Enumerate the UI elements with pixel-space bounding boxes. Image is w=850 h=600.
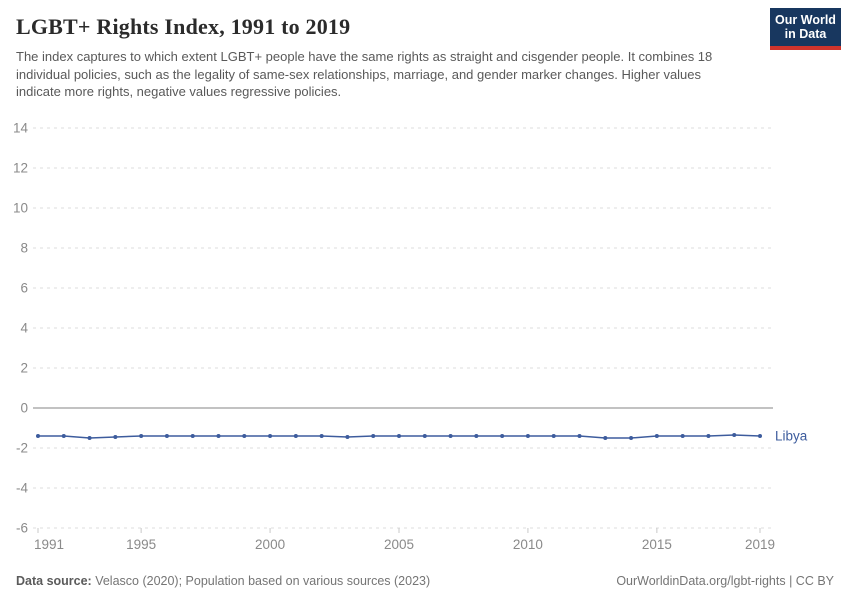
data-point xyxy=(293,434,298,438)
data-point xyxy=(242,434,247,438)
data-source-label: Data source: xyxy=(16,574,92,588)
owid-logo: Our World in Data xyxy=(770,8,841,50)
chart-footer: Data source: Velasco (2020); Population … xyxy=(16,574,834,588)
y-axis-tick-label: 6 xyxy=(20,281,28,296)
x-axis-tick-label: 2000 xyxy=(255,537,285,552)
data-point xyxy=(422,434,427,438)
x-axis-tick-label: 1995 xyxy=(126,537,156,552)
x-axis-tick-label: 2010 xyxy=(513,537,543,552)
chart-subtitle: The index captures to which extent LGBT+… xyxy=(16,49,713,99)
data-point xyxy=(113,435,118,439)
page-title: LGBT+ Rights Index, 1991 to 2019 xyxy=(16,14,351,39)
data-point xyxy=(268,434,273,438)
data-point xyxy=(319,434,324,438)
data-point xyxy=(525,434,530,438)
series-end-label: Libya xyxy=(775,429,808,444)
logo-line2: in Data xyxy=(784,27,827,41)
data-point xyxy=(87,436,92,440)
data-point xyxy=(371,434,376,438)
logo-line1: Our World xyxy=(775,13,836,27)
data-point xyxy=(500,434,505,438)
y-axis-tick-label: -6 xyxy=(16,521,28,536)
y-axis-tick-label: 2 xyxy=(20,361,28,376)
data-point xyxy=(629,436,634,440)
data-point xyxy=(36,434,40,438)
data-point xyxy=(758,434,762,438)
data-point xyxy=(732,433,737,437)
data-point xyxy=(448,434,453,438)
y-axis-tick-label: 14 xyxy=(13,121,29,136)
data-point xyxy=(654,434,659,438)
y-axis-tick-label: 12 xyxy=(13,161,28,176)
data-point xyxy=(190,434,195,438)
data-point xyxy=(551,434,556,438)
data-point xyxy=(345,435,350,439)
data-point xyxy=(474,434,479,438)
y-axis-tick-label: 10 xyxy=(13,201,28,216)
data-source-text: Velasco (2020); Population based on vari… xyxy=(91,574,431,588)
x-axis-tick-label: 2019 xyxy=(745,537,775,552)
data-point xyxy=(680,434,685,438)
credit-link[interactable]: OurWorldinData.org/lgbt-rights | CC BY xyxy=(616,574,834,588)
data-source: Data source: Velasco (2020); Population … xyxy=(16,574,430,588)
data-point xyxy=(577,434,582,438)
data-point xyxy=(603,436,608,440)
y-axis-tick-label: 4 xyxy=(20,321,28,336)
data-point xyxy=(397,434,401,438)
y-axis-tick-label: -2 xyxy=(16,441,28,456)
data-point xyxy=(164,434,169,438)
data-point xyxy=(216,434,221,438)
x-axis-tick-label: 2015 xyxy=(642,537,672,552)
data-point xyxy=(706,434,711,438)
x-axis-tick-label: 2005 xyxy=(384,537,414,552)
y-axis-tick-label: 0 xyxy=(20,401,28,416)
y-axis-tick-label: -4 xyxy=(16,481,28,496)
x-axis-tick-label: 1991 xyxy=(34,537,64,552)
data-point xyxy=(61,434,66,438)
data-point xyxy=(139,434,144,438)
y-axis-tick-label: 8 xyxy=(20,241,28,256)
